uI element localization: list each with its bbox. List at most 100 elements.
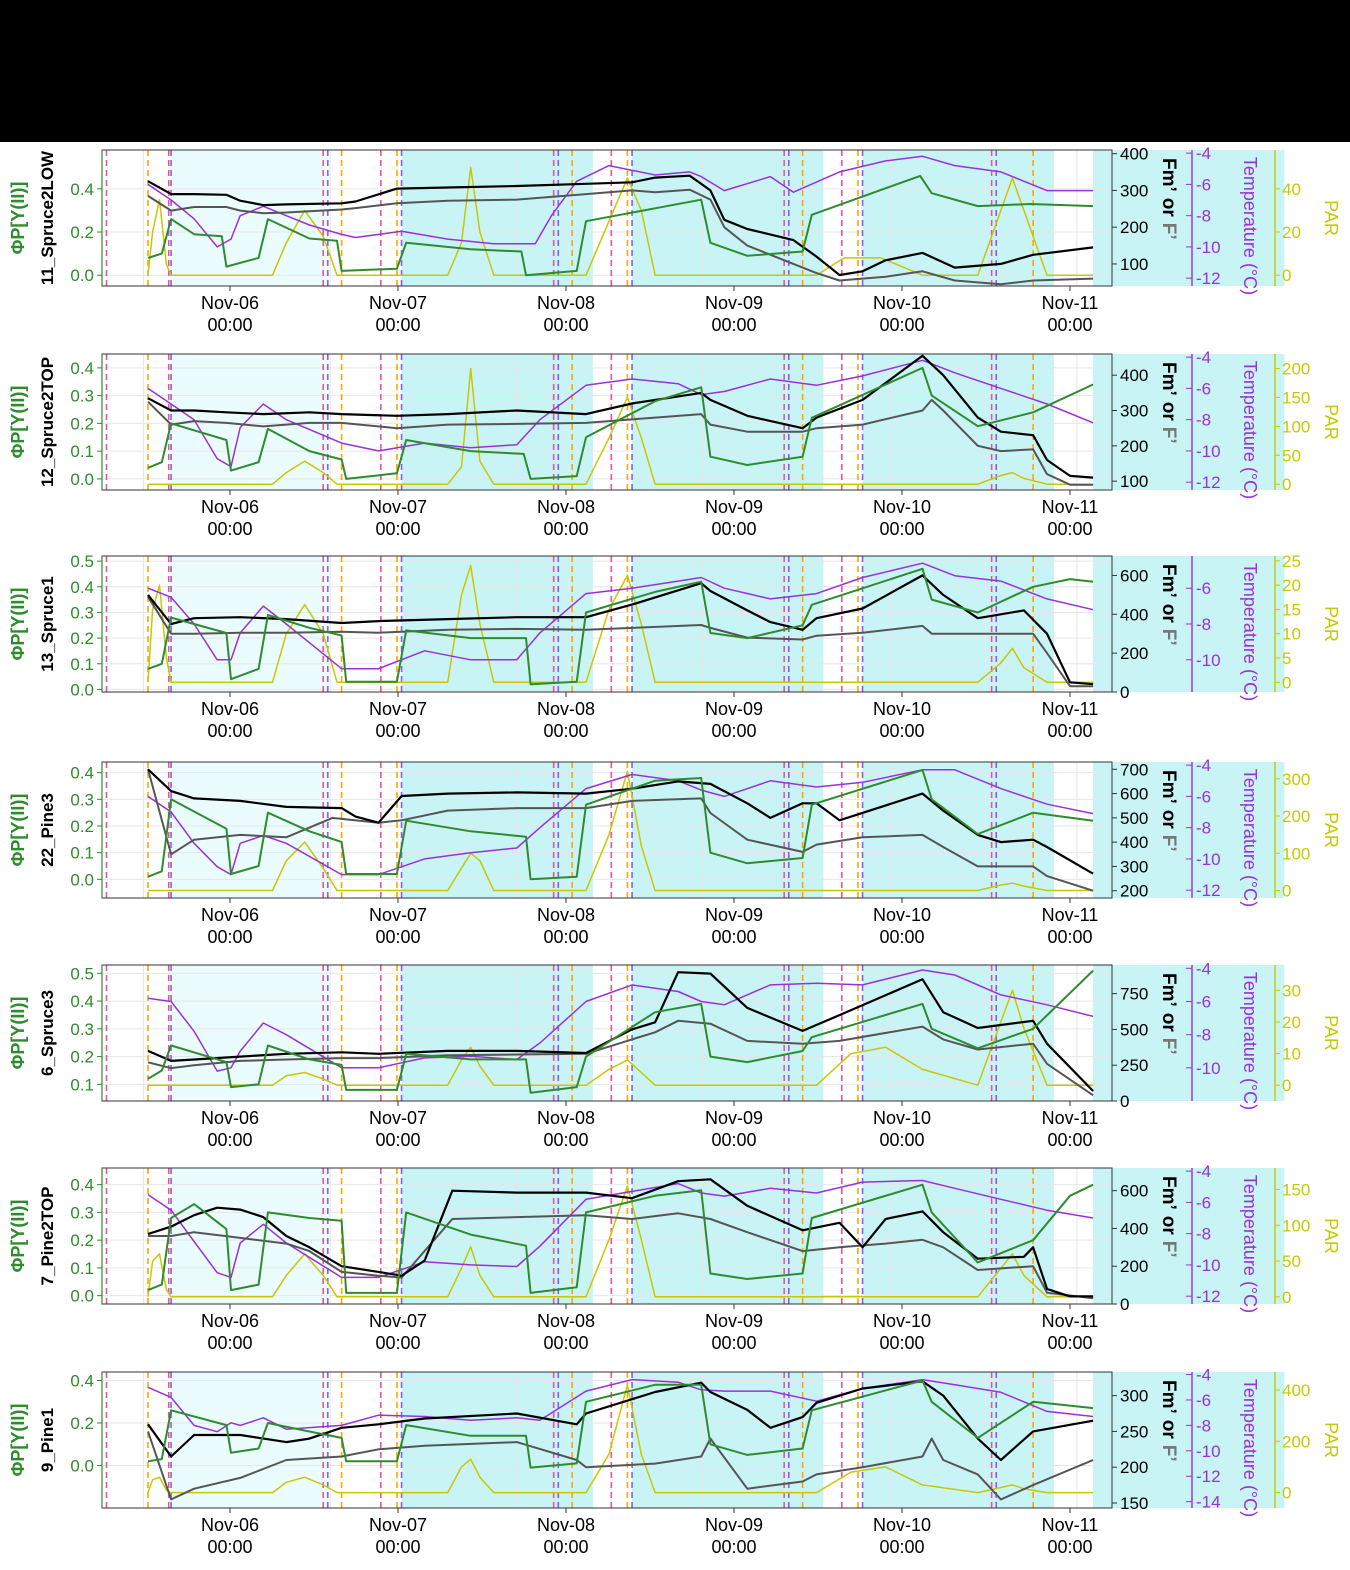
x-tick-sublabel: 00:00 bbox=[1047, 315, 1092, 335]
fm-axis-label: Fm’ or F’ bbox=[1158, 158, 1179, 240]
temp-tick-label: -8 bbox=[1196, 1416, 1211, 1435]
temp-tick-label: -4 bbox=[1196, 348, 1211, 367]
phi-axis-label: ΦP[Y(II)] bbox=[8, 182, 28, 255]
par-tick-label: 100 bbox=[1282, 417, 1310, 436]
fm-tick-label: 700 bbox=[1120, 760, 1148, 779]
par-tick-label: 20 bbox=[1282, 1013, 1301, 1032]
x-tick-sublabel: 00:00 bbox=[375, 1333, 420, 1353]
x-tick-label: Nov-06 bbox=[201, 293, 259, 313]
panel-name: 11_Spruce2LOW bbox=[38, 150, 57, 285]
shade-band bbox=[862, 762, 1054, 898]
x-tick-label: Nov-09 bbox=[705, 905, 763, 925]
series-temperature bbox=[147, 562, 1094, 670]
par-axis-label: PAR bbox=[1321, 606, 1341, 642]
par-tick-label: 0 bbox=[1282, 1484, 1291, 1503]
phi-tick-label: 0.4 bbox=[70, 359, 94, 378]
fm-tick-label: 150 bbox=[1120, 1494, 1148, 1513]
x-tick-sublabel: 00:00 bbox=[711, 1333, 756, 1353]
phi-tick-label: 0.2 bbox=[70, 629, 94, 648]
x-tick-label: Nov-09 bbox=[705, 1515, 763, 1535]
panel-13_Spruce1: 0.0 0.1 0.2 0.3 0.4 0.5 ΦP[Y(II)] 13_Spruce1 0 20… bbox=[8, 552, 1341, 741]
panel-name: 7_Pine2TOP bbox=[38, 1187, 57, 1286]
fm-tick-label: 600 bbox=[1120, 1182, 1148, 1201]
temp-tick-label: -10 bbox=[1196, 850, 1221, 869]
phi-axis-label: ΦP[Y(II)] bbox=[8, 997, 28, 1070]
series-temperature bbox=[147, 155, 1094, 248]
fm-label-part: F’ bbox=[1158, 1038, 1179, 1055]
x-tick-label: Nov-08 bbox=[537, 1311, 595, 1331]
temp-tick-label: -6 bbox=[1196, 175, 1211, 194]
temp-tick-label: -4 bbox=[1196, 959, 1211, 978]
par-tick-label: 400 bbox=[1282, 1381, 1310, 1400]
x-tick-sublabel: 00:00 bbox=[543, 1130, 588, 1150]
fm-tick-label: 400 bbox=[1120, 1219, 1148, 1238]
par-tick-label: 15 bbox=[1282, 600, 1301, 619]
par-tick-label: 100 bbox=[1282, 844, 1310, 863]
x-tick-sublabel: 00:00 bbox=[375, 721, 420, 741]
top-black-bar bbox=[0, 0, 1350, 142]
x-tick-sublabel: 00:00 bbox=[879, 1130, 924, 1150]
x-tick-sublabel: 00:00 bbox=[1047, 721, 1092, 741]
panel-name: 22_Pine3 bbox=[38, 793, 57, 867]
phi-tick-label: 0.4 bbox=[70, 1176, 94, 1195]
x-tick-sublabel: 00:00 bbox=[207, 519, 252, 539]
par-tick-label: 200 bbox=[1282, 1432, 1310, 1451]
shade-band bbox=[1093, 1168, 1285, 1304]
par-tick-label: 100 bbox=[1282, 1216, 1310, 1235]
fm-axis-label: Fm’ or F’ bbox=[1158, 1380, 1179, 1462]
temp-axis-label: Temperature (°C) bbox=[1240, 1379, 1260, 1517]
panel-name: 9_Pine1 bbox=[38, 1408, 57, 1472]
fm-tick-label: 600 bbox=[1120, 566, 1148, 585]
fm-tick-label: 200 bbox=[1120, 218, 1148, 237]
par-axis-label: PAR bbox=[1321, 1015, 1341, 1051]
x-tick-sublabel: 00:00 bbox=[879, 721, 924, 741]
temp-tick-label: -4 bbox=[1196, 756, 1211, 775]
x-tick-label: Nov-06 bbox=[201, 699, 259, 719]
par-tick-label: 20 bbox=[1282, 223, 1301, 242]
par-tick-label: 50 bbox=[1282, 1252, 1301, 1271]
fm-tick-label: 0 bbox=[1120, 1295, 1129, 1314]
temp-tick-label: -8 bbox=[1196, 411, 1211, 430]
x-tick-sublabel: 00:00 bbox=[711, 519, 756, 539]
panel-12_Spruce2TOP: 0.0 0.1 0.2 0.3 0.4 ΦP[Y(II)] 12_Spruce2TOP 100… bbox=[8, 348, 1341, 539]
series-par bbox=[147, 564, 1094, 684]
temp-tick-label: -8 bbox=[1196, 1026, 1211, 1045]
shade-band bbox=[401, 556, 593, 692]
phi-tick-label: 0.3 bbox=[70, 1020, 94, 1039]
x-tick-sublabel: 00:00 bbox=[711, 1537, 756, 1557]
par-tick-label: 10 bbox=[1282, 1045, 1301, 1064]
temp-axis-label: Temperature (°C) bbox=[1240, 361, 1260, 499]
x-tick-label: Nov-07 bbox=[369, 699, 427, 719]
shade-band bbox=[401, 150, 593, 286]
phi-tick-label: 0.2 bbox=[70, 1048, 94, 1067]
series-phi bbox=[147, 769, 1094, 881]
par-axis-label: PAR bbox=[1321, 812, 1341, 848]
x-tick-sublabel: 00:00 bbox=[1047, 1333, 1092, 1353]
phi-axis-label: ΦP[Y(II)] bbox=[8, 1200, 28, 1273]
panel-name: 13_Spruce1 bbox=[38, 576, 57, 671]
x-tick-label: Nov-11 bbox=[1042, 699, 1099, 719]
temp-tick-label: -6 bbox=[1196, 1193, 1211, 1212]
series-phi bbox=[147, 567, 1094, 686]
series-temperature bbox=[147, 1378, 1094, 1433]
series-f bbox=[147, 1431, 1094, 1501]
temp-tick-label: -8 bbox=[1196, 1225, 1211, 1244]
x-tick-sublabel: 00:00 bbox=[543, 1537, 588, 1557]
fm-tick-label: 500 bbox=[1120, 809, 1148, 828]
shade-band bbox=[632, 965, 824, 1101]
temp-axis-label: Temperature (°C) bbox=[1240, 563, 1260, 701]
x-tick-label: Nov-09 bbox=[705, 699, 763, 719]
par-axis-label: PAR bbox=[1321, 1218, 1341, 1254]
fm-tick-label: 0 bbox=[1120, 683, 1129, 702]
temp-tick-label: -10 bbox=[1196, 651, 1221, 670]
fm-label-part: or bbox=[1158, 604, 1179, 624]
x-tick-sublabel: 00:00 bbox=[711, 315, 756, 335]
shade-band bbox=[1093, 965, 1285, 1101]
x-tick-sublabel: 00:00 bbox=[711, 927, 756, 947]
series-par bbox=[148, 367, 1094, 485]
x-tick-label: Nov-10 bbox=[873, 1515, 931, 1535]
x-tick-sublabel: 00:00 bbox=[207, 315, 252, 335]
series-fm bbox=[147, 174, 1094, 277]
series-fm bbox=[147, 574, 1094, 686]
x-tick-sublabel: 00:00 bbox=[543, 1333, 588, 1353]
